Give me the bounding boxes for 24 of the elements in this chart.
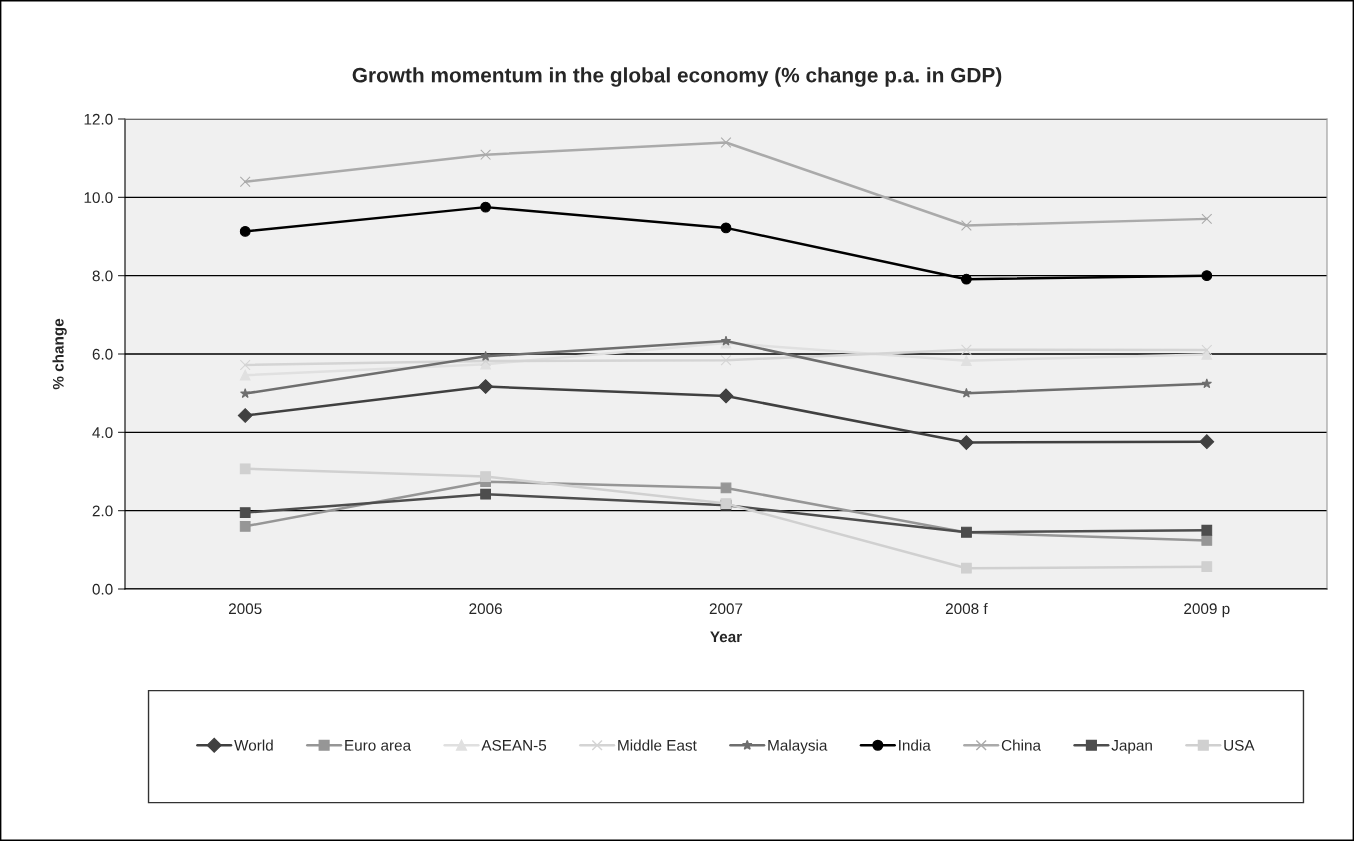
x-tick-label: 2007 [709,603,743,615]
x-axis-title: Year [710,631,742,643]
legend-label: Middle East [618,739,697,751]
legend-label: China [1001,739,1041,751]
y-tick-label: 12.0 [84,113,113,125]
legend-label: USA [1224,739,1255,751]
x-tick-label: 2006 [469,603,502,615]
x-tick-label: 2008 f [945,602,988,615]
y-axis-title: % change [52,318,67,390]
legend-label: Euro area [345,740,412,751]
y-tick-label: 8.0 [92,270,113,282]
legend-label: World [234,739,273,751]
legend-label: ASEAN-5 [481,739,547,751]
y-tick-label: 2.0 [92,505,113,517]
y-tick-label: 6.0 [92,348,113,360]
y-tick-label: 0.0 [92,583,113,595]
y-tick-label: 4.0 [92,427,113,439]
x-tick-label: 2005 [228,603,262,615]
y-tick-label: 10.0 [84,192,113,204]
x-tick-label: 2009 p [1184,603,1230,618]
legend-label: Japan [1111,740,1152,754]
legend-label: India [899,739,931,751]
legend-label: Malaysia [768,739,828,754]
chart-title: Growth momentum in the global economy (% change p.a. in GDP) [352,67,1002,87]
